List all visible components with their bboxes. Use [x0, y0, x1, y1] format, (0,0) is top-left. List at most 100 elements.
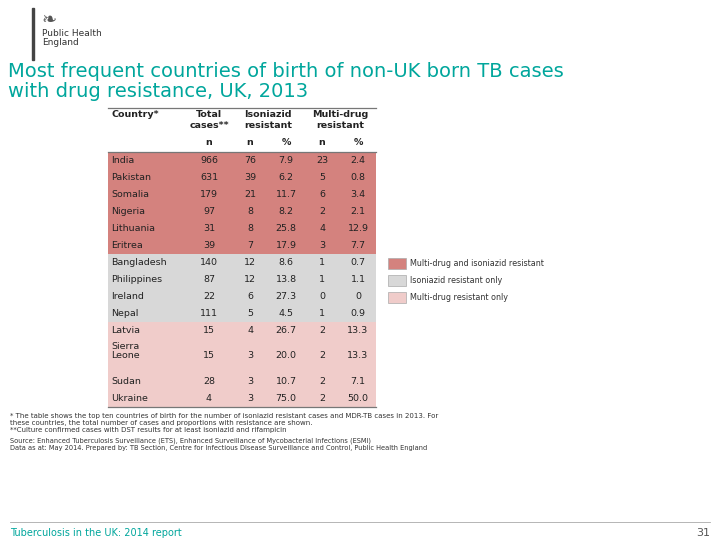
- Text: 0: 0: [319, 292, 325, 301]
- Text: Data as at: May 2014. Prepared by: TB Section, Centre for Infectious Disease Sur: Data as at: May 2014. Prepared by: TB Se…: [10, 445, 427, 451]
- Text: 12: 12: [244, 275, 256, 284]
- Text: 10.7: 10.7: [276, 377, 297, 386]
- Text: Isoniazid resistant only: Isoniazid resistant only: [410, 276, 503, 285]
- Text: 27.3: 27.3: [276, 292, 297, 301]
- Text: 5: 5: [247, 309, 253, 318]
- Text: 11.7: 11.7: [276, 190, 297, 199]
- Text: 966: 966: [200, 156, 218, 165]
- Text: 3: 3: [247, 352, 253, 361]
- Bar: [108, 152, 376, 169]
- Text: 0.7: 0.7: [351, 258, 366, 267]
- Text: 23: 23: [316, 156, 328, 165]
- Text: Most frequent countries of birth of non-UK born TB cases: Most frequent countries of birth of non-…: [8, 62, 564, 81]
- Text: 39: 39: [244, 173, 256, 182]
- Text: Somalia: Somalia: [111, 190, 149, 199]
- Bar: [108, 390, 376, 407]
- Text: 8: 8: [247, 224, 253, 233]
- Text: 3: 3: [247, 394, 253, 403]
- Text: 3: 3: [319, 241, 325, 250]
- Text: Isoniazid
resistant: Isoniazid resistant: [244, 110, 292, 130]
- Text: Tuberculosis in the UK: 2014 report: Tuberculosis in the UK: 2014 report: [10, 528, 181, 538]
- Text: 0.9: 0.9: [351, 309, 366, 318]
- Text: 22: 22: [203, 292, 215, 301]
- Text: 31: 31: [203, 224, 215, 233]
- Text: 20.0: 20.0: [276, 352, 297, 361]
- Text: 8.2: 8.2: [279, 207, 294, 216]
- Text: Pakistan: Pakistan: [111, 173, 151, 182]
- Text: 7.7: 7.7: [351, 241, 366, 250]
- Text: 76: 76: [244, 156, 256, 165]
- Text: Ireland: Ireland: [111, 292, 144, 301]
- Text: Sierra: Sierra: [111, 342, 139, 351]
- Text: 12: 12: [244, 258, 256, 267]
- Text: 75.0: 75.0: [276, 394, 297, 403]
- Text: 1: 1: [319, 258, 325, 267]
- Text: 3: 3: [247, 377, 253, 386]
- Bar: [108, 373, 376, 390]
- Bar: [108, 169, 376, 186]
- Text: with drug resistance, UK, 2013: with drug resistance, UK, 2013: [8, 82, 308, 101]
- Bar: [108, 220, 376, 237]
- Text: 2: 2: [319, 394, 325, 403]
- Text: 7: 7: [247, 241, 253, 250]
- Text: 5: 5: [319, 173, 325, 182]
- Text: %: %: [282, 138, 291, 147]
- Text: 13.3: 13.3: [347, 326, 369, 335]
- Text: 26.7: 26.7: [276, 326, 297, 335]
- Text: 8.6: 8.6: [279, 258, 294, 267]
- Text: 7.1: 7.1: [351, 377, 366, 386]
- Text: 6: 6: [247, 292, 253, 301]
- Text: n: n: [247, 138, 253, 147]
- Text: 2: 2: [319, 352, 325, 361]
- Text: 0: 0: [355, 292, 361, 301]
- Text: **Culture confirmed cases with DST results for at least isoniazid and rifampicin: **Culture confirmed cases with DST resul…: [10, 427, 287, 433]
- Text: Latvia: Latvia: [111, 326, 140, 335]
- Text: 31: 31: [696, 528, 710, 538]
- Text: 4: 4: [247, 326, 253, 335]
- Text: 6.2: 6.2: [279, 173, 294, 182]
- Text: 7.9: 7.9: [279, 156, 294, 165]
- Text: Leone: Leone: [111, 351, 140, 360]
- Text: n: n: [206, 138, 212, 147]
- Text: Bangladesh: Bangladesh: [111, 258, 166, 267]
- Text: 140: 140: [200, 258, 218, 267]
- Text: 111: 111: [200, 309, 218, 318]
- Text: Multi-drug resistant only: Multi-drug resistant only: [410, 293, 508, 302]
- Text: Public Health: Public Health: [42, 29, 102, 38]
- Bar: [108, 254, 376, 271]
- Bar: [388, 258, 406, 269]
- Text: Nepal: Nepal: [111, 309, 138, 318]
- Text: 17.9: 17.9: [276, 241, 297, 250]
- Text: Eritrea: Eritrea: [111, 241, 143, 250]
- Text: 179: 179: [200, 190, 218, 199]
- Text: Philippines: Philippines: [111, 275, 162, 284]
- Text: 2: 2: [319, 377, 325, 386]
- Text: 87: 87: [203, 275, 215, 284]
- Text: 631: 631: [200, 173, 218, 182]
- Text: England: England: [42, 38, 78, 47]
- Text: Total
cases**: Total cases**: [189, 110, 229, 130]
- Text: 50.0: 50.0: [348, 394, 369, 403]
- Text: 13.3: 13.3: [347, 352, 369, 361]
- Text: 1: 1: [319, 275, 325, 284]
- Bar: [108, 271, 376, 288]
- Text: 15: 15: [203, 326, 215, 335]
- Text: 28: 28: [203, 377, 215, 386]
- Text: 8: 8: [247, 207, 253, 216]
- Text: 1.1: 1.1: [351, 275, 366, 284]
- Text: Lithuania: Lithuania: [111, 224, 155, 233]
- Text: 97: 97: [203, 207, 215, 216]
- Text: 25.8: 25.8: [276, 224, 297, 233]
- Bar: [108, 288, 376, 305]
- Text: 21: 21: [244, 190, 256, 199]
- Text: 2.4: 2.4: [351, 156, 366, 165]
- Text: Country*: Country*: [111, 110, 158, 119]
- Bar: [108, 203, 376, 220]
- Text: India: India: [111, 156, 134, 165]
- Text: 13.8: 13.8: [276, 275, 297, 284]
- Bar: [108, 186, 376, 203]
- Text: these countries, the total number of cases and proportions with resistance are s: these countries, the total number of cas…: [10, 420, 312, 426]
- Text: 0.8: 0.8: [351, 173, 366, 182]
- Text: 39: 39: [203, 241, 215, 250]
- Bar: [388, 275, 406, 286]
